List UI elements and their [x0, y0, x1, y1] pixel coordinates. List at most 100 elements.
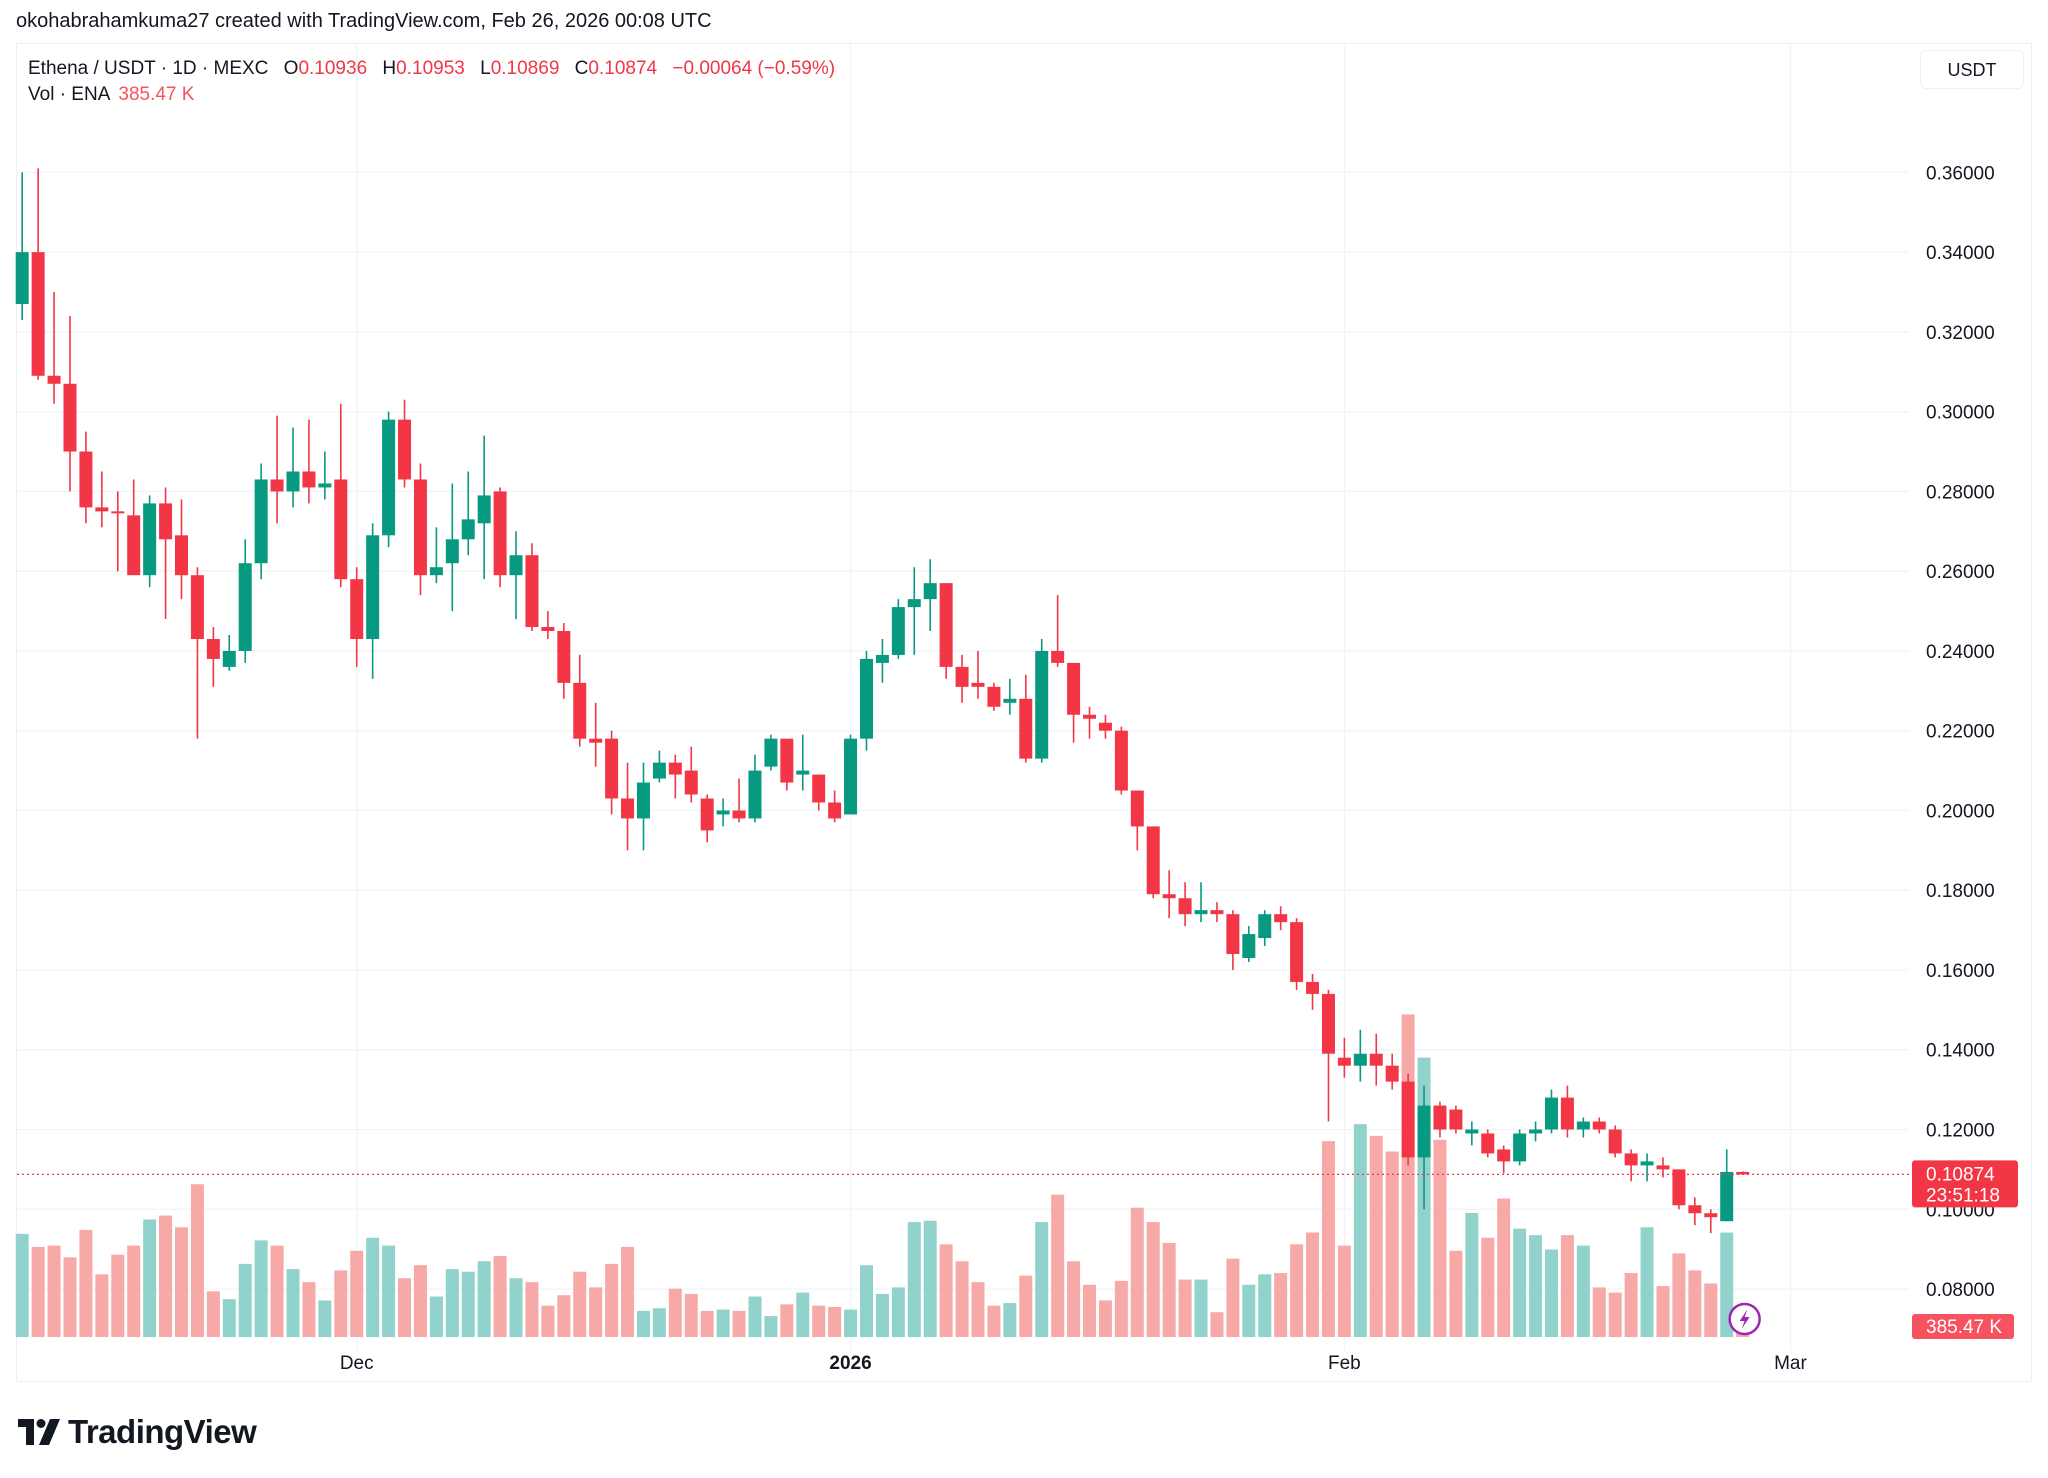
symbol-legend: Ethena / USDT · 1D · MEXC O0.10936 H0.10… [28, 56, 835, 108]
candle-body [1321, 993, 1335, 1054]
tradingview-logo[interactable]: TradingView [18, 1413, 257, 1451]
volume-bar [1688, 1270, 1702, 1337]
volume-bar [143, 1219, 157, 1337]
candle-body [1242, 934, 1256, 959]
candle-body [238, 563, 252, 651]
candle [1369, 1033, 1383, 1086]
candle [238, 539, 252, 663]
candle-body [1608, 1129, 1622, 1154]
candle-body [1194, 910, 1208, 915]
volume-bar [1242, 1284, 1256, 1337]
candle [1274, 906, 1288, 931]
volume-bar [111, 1254, 125, 1337]
candle [493, 487, 507, 588]
candle [891, 599, 905, 659]
volume-bar [79, 1229, 93, 1337]
candle-body [812, 774, 826, 803]
candle [812, 774, 826, 811]
lightning-icon[interactable] [1728, 1302, 1761, 1336]
candle-body [1083, 714, 1097, 719]
volume-bar [318, 1300, 332, 1337]
symbol-title[interactable]: Ethena / USDT · 1D · MEXC [28, 58, 269, 79]
candle-body [1353, 1053, 1367, 1066]
volume-bar [445, 1269, 459, 1337]
candle-body [939, 583, 953, 667]
candle [1210, 902, 1224, 923]
candle-body [1433, 1105, 1447, 1130]
price-tick-label: 0.12000 [1926, 1120, 1995, 1141]
volume-bar [557, 1295, 571, 1337]
candle-body [1672, 1169, 1686, 1206]
candle-body [971, 682, 985, 687]
candle [127, 479, 141, 576]
volume-bar [1592, 1287, 1606, 1337]
candle-body [1019, 698, 1033, 759]
volume-bar [254, 1240, 268, 1337]
volume-bar [31, 1246, 45, 1337]
candle [684, 746, 698, 803]
candle [366, 523, 380, 679]
volume-bar [605, 1263, 619, 1337]
candle [1592, 1117, 1606, 1134]
candle-body [732, 810, 746, 819]
candle [1481, 1129, 1495, 1158]
candle [621, 762, 635, 851]
candle [1035, 638, 1049, 763]
volume-bar [732, 1310, 746, 1337]
candle [461, 471, 475, 556]
candle-body [1003, 698, 1017, 703]
candle [939, 583, 953, 679]
candle [270, 415, 284, 524]
candle [1019, 674, 1033, 763]
currency-button[interactable]: USDT [1920, 50, 2024, 89]
candle [1544, 1089, 1558, 1134]
candle-body [127, 515, 141, 576]
price-tick-label: 0.20000 [1926, 801, 1995, 822]
candle [350, 567, 364, 667]
candle [652, 750, 666, 783]
candle [1146, 826, 1160, 899]
candle [413, 463, 427, 596]
chart-pane[interactable] [16, 43, 2032, 1382]
price-tick-label: 0.22000 [1926, 722, 1995, 743]
candle [1417, 1085, 1431, 1210]
price-tick-label: 0.28000 [1926, 482, 1995, 503]
candle [286, 427, 300, 508]
candle-body [828, 802, 842, 819]
volume-bar [350, 1250, 364, 1337]
volume-bar [95, 1274, 109, 1337]
candle [573, 654, 587, 747]
candle-body [859, 658, 873, 739]
price-tick-label: 0.32000 [1926, 323, 1995, 344]
price-tick-label: 0.18000 [1926, 881, 1995, 902]
volume-bar [812, 1305, 826, 1337]
candle [828, 790, 842, 823]
candle-body [1146, 826, 1160, 895]
volume-bar [1274, 1273, 1288, 1337]
open-label: O [283, 58, 299, 79]
candle [254, 463, 268, 580]
candle-body [1401, 1081, 1415, 1158]
candle-body [1624, 1153, 1638, 1166]
candle [1321, 989, 1335, 1122]
candle-body [1560, 1097, 1574, 1130]
volume-bar [1130, 1207, 1144, 1337]
candle-body [111, 511, 125, 514]
volume-bar [1146, 1222, 1160, 1337]
candle-body [1544, 1097, 1558, 1130]
volume-bar [509, 1278, 523, 1337]
candle [636, 762, 650, 851]
last-price-label: 0.10874 [1926, 1164, 1995, 1185]
candle-body [1210, 910, 1224, 915]
candle-body [1529, 1129, 1543, 1134]
candle-body [557, 631, 571, 683]
volume-bar [796, 1292, 810, 1337]
price-tick-label: 0.26000 [1926, 562, 1995, 583]
chart-credit: okohabrahamkuma27 created with TradingVi… [16, 10, 712, 32]
volume-bar [413, 1265, 427, 1337]
candle-body [748, 770, 762, 819]
candle-body [175, 535, 188, 576]
candle-body [1226, 914, 1240, 955]
volume-bar [1497, 1198, 1511, 1337]
